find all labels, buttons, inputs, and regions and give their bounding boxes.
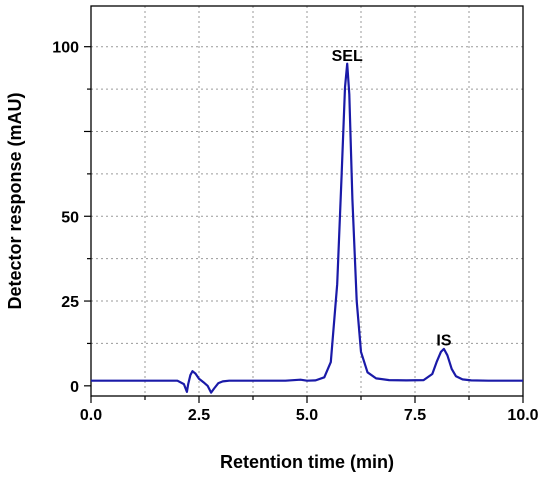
x-tick-labels: 0.0 2.5 5.0 7.5 10.0 <box>80 407 539 424</box>
y-tick-label: 50 <box>61 209 79 226</box>
peak-label-sel: SEL <box>332 48 363 65</box>
x-tick-label: 10.0 <box>507 407 538 424</box>
y-tick-label: 100 <box>52 40 79 57</box>
y-axis-title: Detector response (mAU) <box>5 92 25 309</box>
grid-lines <box>91 6 523 396</box>
y-tick-label: 25 <box>61 294 79 311</box>
x-tick-label: 5.0 <box>296 407 318 424</box>
x-tick-label: 7.5 <box>404 407 426 424</box>
chromatogram-trace <box>91 62 523 394</box>
x-axis-title: Retention time (min) <box>220 452 394 472</box>
peak-label-is: IS <box>436 333 451 350</box>
x-tick-label: 0.0 <box>80 407 102 424</box>
y-tick-labels: 0 25 50 100 <box>52 40 79 396</box>
axis-ticks <box>84 46 524 403</box>
x-tick-label: 2.5 <box>188 407 210 424</box>
y-tick-label: 0 <box>70 379 79 396</box>
